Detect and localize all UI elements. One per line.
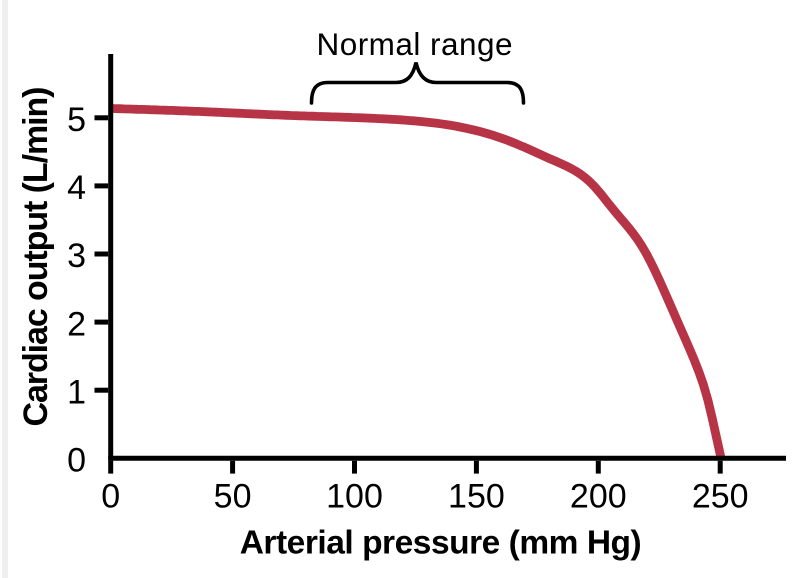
svg-text:Cardiac output (L/min): Cardiac output (L/min) xyxy=(17,87,55,427)
svg-text:4: 4 xyxy=(67,169,86,207)
svg-text:1: 1 xyxy=(67,373,86,411)
svg-text:3: 3 xyxy=(67,237,86,275)
svg-text:0: 0 xyxy=(101,478,120,516)
svg-text:100: 100 xyxy=(326,478,383,516)
svg-text:0: 0 xyxy=(67,442,86,480)
svg-text:5: 5 xyxy=(67,101,86,139)
svg-text:250: 250 xyxy=(692,478,749,516)
svg-text:Arterial pressure (mm Hg): Arterial pressure (mm Hg) xyxy=(240,525,642,562)
svg-text:50: 50 xyxy=(214,478,252,516)
svg-text:150: 150 xyxy=(448,478,505,516)
svg-text:Normal range: Normal range xyxy=(317,26,513,62)
svg-text:200: 200 xyxy=(570,478,627,516)
svg-text:2: 2 xyxy=(67,305,86,343)
